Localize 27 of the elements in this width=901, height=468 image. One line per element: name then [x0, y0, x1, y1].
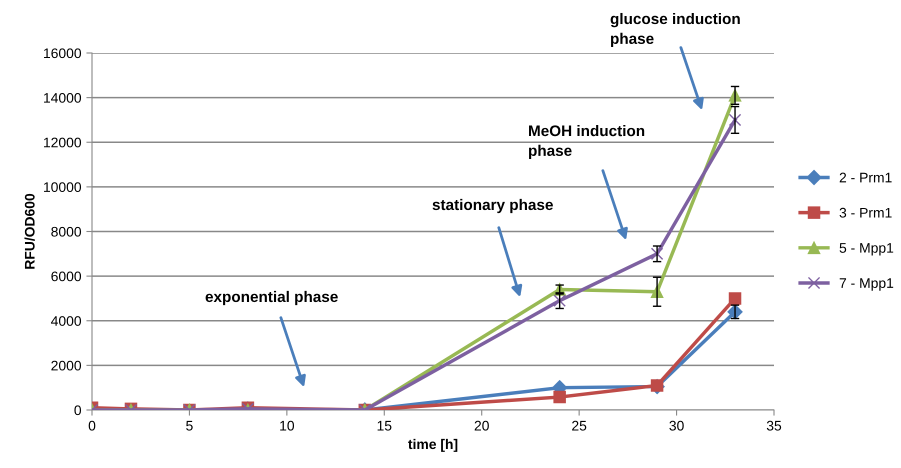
annotation: stationary phase	[432, 198, 553, 214]
y-tick-label: 10000	[44, 182, 82, 192]
x-tick-label: 10	[280, 420, 294, 431]
text: glucose induction phase	[610, 12, 740, 48]
y-tick-label: 16000	[44, 48, 82, 58]
y-axis-title: RFU/OD600	[24, 194, 35, 269]
annotation: exponential phase	[206, 290, 338, 306]
x-tick-label: 15	[378, 420, 392, 431]
y-tick-label: 8000	[51, 226, 82, 237]
annotation: MeOH induction phase	[529, 124, 644, 160]
legend-label: 2 - Prm1	[840, 172, 892, 182]
x-tick-label: 25	[572, 420, 586, 431]
x-tick-label: 20	[474, 420, 489, 431]
y-tick-label: 4000	[51, 316, 82, 326]
x-tick-label: 0	[88, 420, 96, 431]
y-tick-label: 14000	[44, 92, 82, 103]
x-tick-label: 35	[766, 420, 782, 431]
legend-label: 7 - Mpp1	[840, 278, 894, 291]
legend-label: 3 - Prm1	[840, 208, 892, 218]
x-tick-label: 30	[669, 420, 684, 431]
x-axis-title: time [h]	[408, 438, 458, 452]
legend-label: 5 - Mpp1	[840, 243, 894, 256]
y-tick-label: 12000	[44, 138, 82, 148]
x-tick-label: 5	[186, 420, 193, 431]
y-tick-label: 0	[74, 405, 82, 416]
y-tick-label: 6000	[51, 271, 82, 282]
y-tick-label: 2000	[51, 360, 82, 371]
